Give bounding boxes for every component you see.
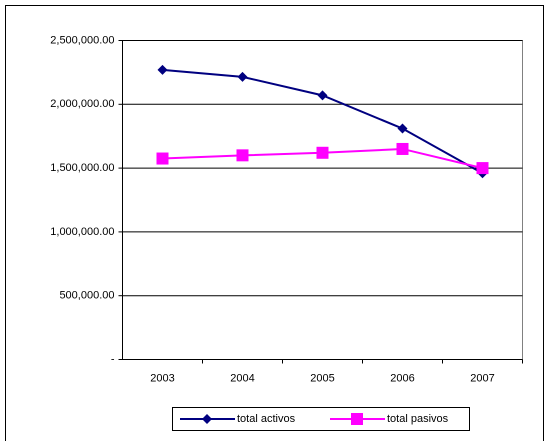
x-tick-label: 2007: [470, 372, 494, 384]
point: [317, 90, 328, 101]
legend-marker: [202, 414, 212, 424]
point: [156, 152, 169, 165]
point: [316, 146, 329, 159]
y-tick-label: 500,000.00: [59, 290, 114, 302]
plot-area: [122, 40, 523, 360]
x-tick-label: 2004: [230, 372, 254, 384]
x-tick-label: 2006: [390, 372, 414, 384]
point: [397, 123, 408, 134]
y-tick-label: 1,000,000.00: [50, 226, 114, 238]
y-tick-label: 2,000,000.00: [50, 98, 114, 110]
legend-box: [172, 407, 470, 431]
x-tick-label: 2003: [150, 372, 174, 384]
legend-marker: [351, 413, 363, 425]
point: [476, 162, 489, 175]
y-tick-label: 2,500,000.00: [50, 34, 114, 46]
point: [396, 142, 409, 155]
point: [237, 71, 248, 82]
point: [236, 149, 249, 162]
legend-label: total pasivos: [387, 413, 449, 425]
x-tick-label: 2005: [310, 372, 334, 384]
legend-label: total activos: [237, 413, 296, 425]
y-tick-label: -: [111, 353, 115, 365]
point: [157, 64, 168, 75]
y-tick-label: 1,500,000.00: [50, 162, 114, 174]
